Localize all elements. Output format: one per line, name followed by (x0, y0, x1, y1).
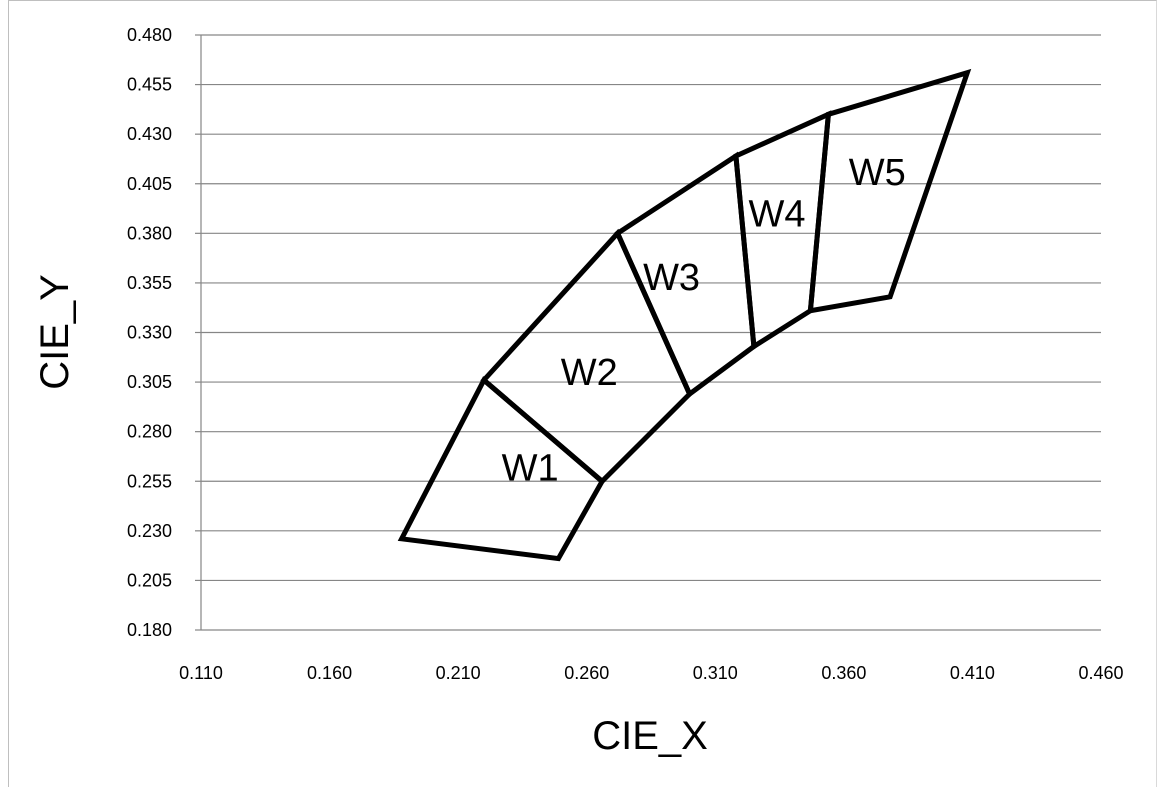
y-tick-label: 0.355 (127, 273, 172, 293)
x-tick-labels: 0.110 0.160 0.210 0.260 0.310 0.360 0.410 0.460 (179, 663, 1123, 683)
region-label-w1: W1 (502, 447, 559, 489)
y-tick-label: 0.380 (127, 223, 172, 243)
x-tick-label: 0.360 (821, 663, 866, 683)
y-tick-label: 0.230 (127, 521, 172, 541)
region-label-w4: W4 (749, 194, 806, 236)
x-tick-label: 0.110 (179, 663, 223, 683)
regions (397, 68, 972, 562)
region-label-w2: W2 (561, 352, 618, 394)
x-tick-label: 0.310 (693, 663, 738, 683)
y-tick-label: 0.180 (127, 620, 172, 640)
x-tick-label: 0.460 (1078, 663, 1123, 683)
y-tick-label: 0.280 (127, 422, 172, 442)
x-tick-label: 0.260 (564, 663, 609, 683)
y-tick-label: 0.480 (127, 25, 172, 45)
y-tick-label: 0.305 (127, 372, 172, 392)
region-labels: W1 W2 W3 W4 W5 (502, 152, 906, 490)
x-tick-label: 0.410 (950, 663, 995, 683)
chart-frame (8, 0, 1157, 787)
x-axis-title: CIE_X (592, 714, 708, 758)
y-tick-label: 0.255 (127, 471, 172, 491)
grid-lines (201, 34, 1101, 582)
y-tick-label: 0.455 (127, 75, 172, 95)
y-tick-label: 0.205 (127, 570, 172, 590)
region-label-w3: W3 (643, 257, 700, 299)
y-tick-label: 0.405 (127, 174, 172, 194)
region-label-w5: W5 (849, 152, 906, 194)
region-w5 (807, 68, 972, 314)
y-tick-label: 0.430 (127, 124, 172, 144)
x-tick-label: 0.210 (436, 663, 481, 683)
y-axis-title: CIE_Y (33, 274, 77, 390)
y-tick-labels: 0.180 0.205 0.230 0.255 0.280 0.305 0.330 0.355… (127, 25, 172, 640)
axes (195, 34, 1101, 631)
x-tick-label: 0.160 (307, 663, 352, 683)
y-tick-label: 0.330 (127, 323, 172, 343)
